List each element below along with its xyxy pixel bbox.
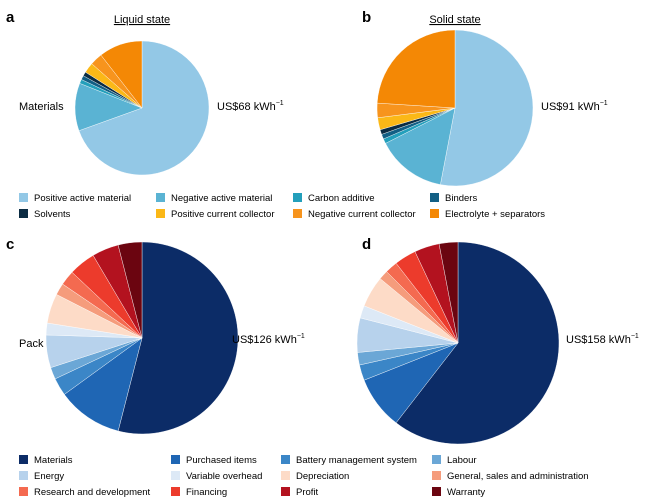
panel-letter: b [362,9,371,26]
legend-swatch [156,209,165,218]
side-label: Pack [19,338,44,350]
pie-chart-b [376,29,534,187]
value-label-sup: −1 [600,100,608,107]
panel-a: a Liquid state Materials US$68 kWh−1 [6,9,284,176]
legend-swatch [19,455,28,464]
legend-label: Labour [447,455,477,466]
value-label-sup: −1 [276,100,284,107]
value-label: US$158 kWh−1 [566,333,639,346]
legend-swatch [156,193,165,202]
pie-slice-materials [395,241,560,445]
pie-chart-a [74,40,210,176]
pie-chart-c [45,241,239,435]
panel-d: d US$158 kWh−1 [356,236,639,445]
legend-label: Variable overhead [186,471,262,482]
panel-letter: a [6,9,15,26]
legend-swatch [281,455,290,464]
panel-title: Liquid state [114,14,170,26]
legend-label: Negative current collector [308,209,416,220]
pie-slice-materials [117,241,239,435]
legend-swatch [19,487,28,496]
legend-swatch [432,471,441,480]
legend-label: Binders [445,193,477,204]
legend-swatch [432,487,441,496]
legend-label: Battery management system [296,455,417,466]
legend-swatch [19,193,28,202]
legend-swatch [171,471,180,480]
legend-label: Research and development [34,487,151,498]
pie-slice-warranty [438,241,459,344]
legend-label: Depreciation [296,471,349,482]
value-label-sup: −1 [631,333,639,340]
legend-label: Positive active material [34,193,131,204]
value-label-main: US$126 kWh [232,334,297,346]
pie-slice-negative-active-material [385,107,456,185]
legend-swatch [171,487,180,496]
value-label-sup: −1 [297,333,305,340]
legend-swatch [171,455,180,464]
legend-swatch [19,209,28,218]
pie-slice-positive-active-material [78,40,210,176]
legend-label: Profit [296,487,319,498]
pie-slice-purchased-items [64,337,143,432]
side-label: Materials [19,101,64,113]
legend-label: Solvents [34,209,71,220]
legend-label: Carbon additive [308,193,375,204]
pie-slice-electrolyte-separators [376,29,456,109]
panel-b: b Solid state US$91 kWh−1 [362,9,608,187]
legend-swatch [281,471,290,480]
value-label-main: US$91 kWh [541,101,600,113]
panel-title: Solid state [429,14,480,26]
legend-swatch [430,193,439,202]
legend-swatch [432,455,441,464]
legend-swatch [281,487,290,496]
pie-slice-electrolyte-separators [100,40,143,109]
value-label: US$126 kWh−1 [232,333,305,346]
legend-swatch [430,209,439,218]
panel-letter: d [362,236,371,253]
legend-label: Electrolyte + separators [445,209,545,220]
legend-label: Warranty [447,487,485,498]
legend-swatch [293,193,302,202]
legend-label: Purchased items [186,455,257,466]
legend-label: Financing [186,487,227,498]
legend-label: Energy [34,471,64,482]
value-label-main: US$158 kWh [566,334,631,346]
legend-label: Materials [34,455,73,466]
value-label: US$68 kWh−1 [217,100,284,113]
panel-letter: c [6,236,14,253]
legend-label: Positive current collector [171,209,274,220]
legend-label: General, sales and administration [447,471,589,482]
legend-materials: Positive active material Negative active … [19,193,545,220]
legend-label: Negative active material [171,193,272,204]
legend-swatch [19,471,28,480]
pie-slice-positive-active-material [440,29,534,187]
legend-pack: Materials Purchased items Battery manageme… [19,455,589,498]
legend-swatch [293,209,302,218]
pie-chart-d [356,241,560,445]
value-label: US$91 kWh−1 [541,100,608,113]
pie-slice-warranty [117,241,143,339]
panel-c: c Pack US$126 kWh−1 [6,236,305,435]
value-label-main: US$68 kWh [217,101,276,113]
